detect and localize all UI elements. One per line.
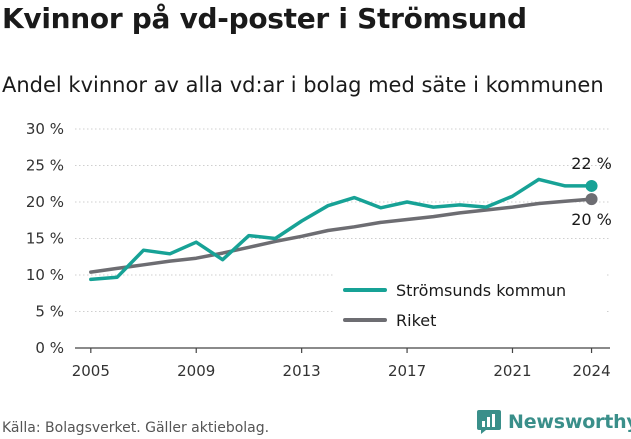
x-tick-label: 2013 <box>283 362 321 380</box>
y-tick-label: 10 % <box>26 266 64 284</box>
series-line <box>89 177 594 282</box>
y-tick-label: 0 % <box>35 339 64 357</box>
x-tick-label: 2017 <box>388 362 426 380</box>
legend-label: Strömsunds kommun <box>396 281 566 300</box>
brand-name: Newsworthy <box>508 411 631 433</box>
y-tick-label: 5 % <box>35 303 64 321</box>
legend-box <box>333 272 605 336</box>
series-line <box>89 197 594 274</box>
series-end-point <box>585 179 598 192</box>
x-tick-label: 2024 <box>572 362 610 380</box>
series-end-label: 22 % <box>571 154 612 173</box>
x-tick-label: 2021 <box>493 362 531 380</box>
source-note: Källa: Bolagsverket. Gäller aktiebolag. <box>2 420 270 436</box>
y-tick-label: 15 % <box>26 230 64 248</box>
chart-subtitle: Andel kvinnor av alla vd:ar i bolag med … <box>2 73 604 97</box>
newsworthy-logo-icon <box>477 410 501 434</box>
line-chart: 0 % 5 % 10 % 15 % 20 % 25 % 30 % 2005 2009 2013 20… <box>26 120 612 380</box>
x-tick-label: 2009 <box>177 362 215 380</box>
x-tick-label: 2005 <box>72 362 110 380</box>
series-end-label: 20 % <box>571 210 612 229</box>
y-tick-label: 30 % <box>26 120 64 138</box>
series-end-point <box>585 193 598 206</box>
brand-logo[interactable]: Newsworthy <box>476 409 631 435</box>
y-tick-label: 25 % <box>26 157 64 175</box>
chart-title: Kvinnor på vd-poster i Strömsund <box>2 2 527 35</box>
y-tick-label: 20 % <box>26 193 64 211</box>
legend-label: Riket <box>396 311 436 330</box>
